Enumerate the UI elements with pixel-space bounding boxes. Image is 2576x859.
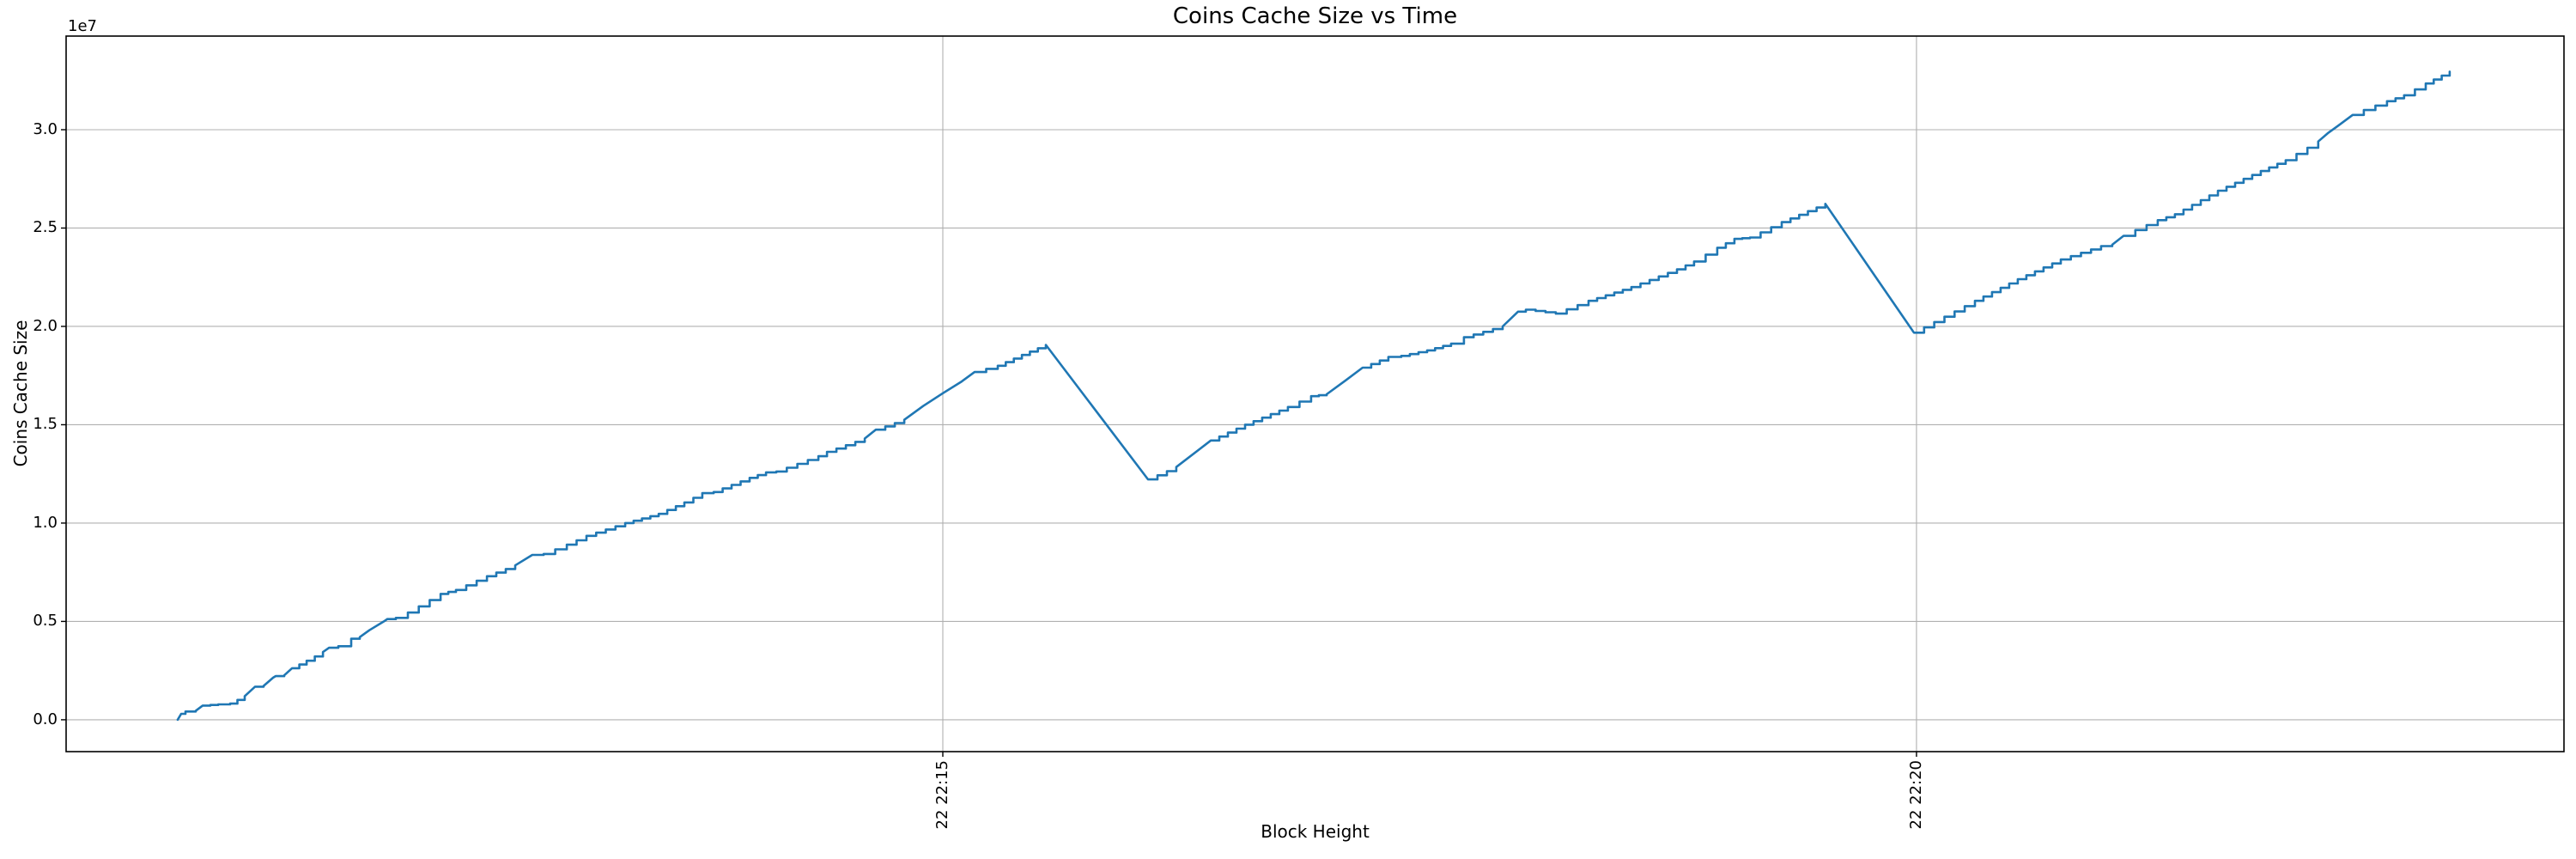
coins-cache-size-line — [176, 70, 2451, 722]
y-axis-label: Coins Cache Size — [10, 320, 31, 467]
y-tick-label: 3.0 — [33, 119, 58, 138]
x-axis-label: Block Height — [1261, 821, 1370, 842]
y-tick-label: 1.5 — [33, 415, 58, 434]
plot-spines — [65, 35, 2565, 752]
y-axis-offset-label: 1e7 — [68, 17, 97, 35]
y-tick-label: 2.0 — [33, 316, 58, 335]
x-tick-label: 22 22:15 — [933, 760, 951, 830]
y-tick-label: 0.5 — [33, 612, 58, 631]
y-tick-label: 1.0 — [33, 513, 58, 532]
y-tick-label: 0.0 — [33, 710, 58, 728]
chart-title: Coins Cache Size vs Time — [1172, 3, 1458, 29]
y-tick-label: 2.5 — [33, 218, 58, 237]
x-tick-label: 22 22:20 — [1906, 760, 1925, 830]
